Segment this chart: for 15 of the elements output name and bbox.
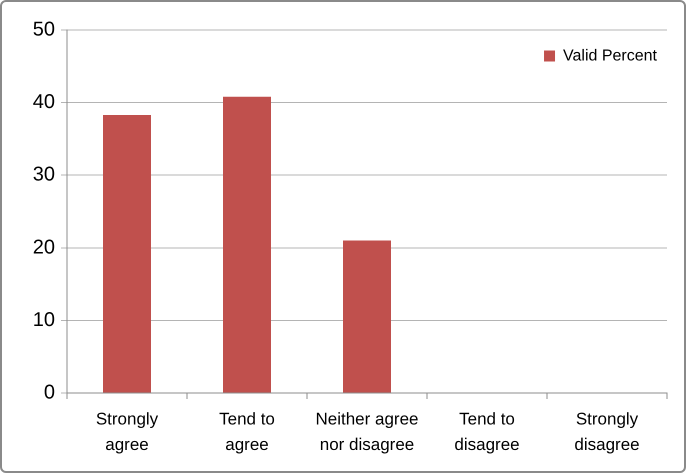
bar bbox=[343, 240, 391, 392]
x-tick-label: Strongly agree bbox=[96, 409, 159, 454]
x-tick-label: Tend to agree bbox=[219, 409, 275, 454]
y-tick-label: 30 bbox=[32, 164, 55, 186]
y-tick-label: 0 bbox=[44, 382, 55, 404]
legend-label: Valid Percent bbox=[563, 47, 658, 64]
x-tick-label: Neither agree nor disagree bbox=[315, 409, 419, 454]
y-tick-label: 10 bbox=[32, 308, 55, 331]
y-tick-label: 20 bbox=[32, 236, 55, 258]
bar bbox=[103, 114, 151, 392]
x-tick-label: Strongly disagree bbox=[574, 409, 640, 454]
y-tick-label: 40 bbox=[32, 91, 55, 114]
y-tick-label: 50 bbox=[32, 18, 55, 41]
bar bbox=[223, 96, 271, 392]
x-tick-label: Tend to disagree bbox=[454, 409, 520, 454]
